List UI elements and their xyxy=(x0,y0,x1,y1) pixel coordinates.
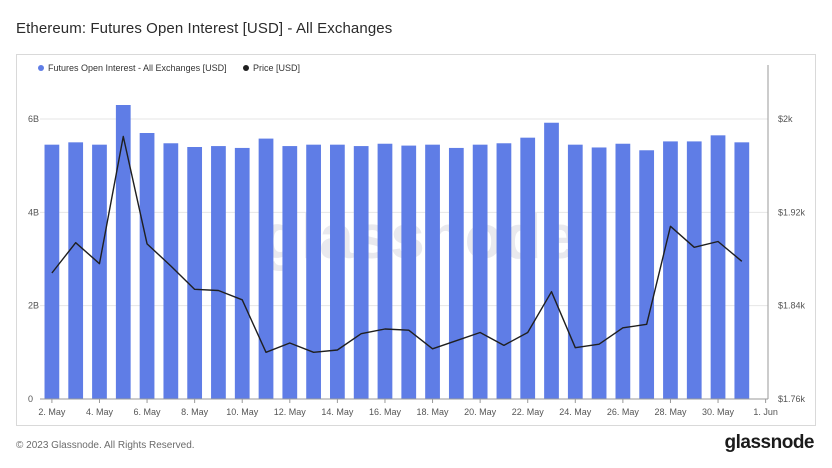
x-tick-label: 20. May xyxy=(464,407,497,417)
x-tick-label: 22. May xyxy=(512,407,545,417)
y-left-tick-label: 2B xyxy=(28,301,39,311)
y-left-tick-label: 6B xyxy=(28,114,39,124)
bar[interactable] xyxy=(330,144,345,399)
bar[interactable] xyxy=(520,137,536,400)
legend[interactable]: Futures Open Interest - All Exchanges [U… xyxy=(38,63,300,73)
x-tick-label: 16. May xyxy=(369,407,402,417)
y-right-tick-label: $1.92k xyxy=(778,207,806,217)
bar[interactable] xyxy=(472,144,488,399)
bar[interactable] xyxy=(115,105,131,399)
copyright-text: © 2023 Glassnode. All Rights Reserved. xyxy=(16,440,195,451)
price-line-series xyxy=(51,135,743,354)
bar[interactable] xyxy=(258,138,274,399)
x-tick-label: 10. May xyxy=(226,407,259,417)
y-left-tick-label: 0 xyxy=(28,394,33,404)
bar[interactable] xyxy=(686,141,702,399)
bar[interactable] xyxy=(353,146,369,399)
legend-marker xyxy=(243,65,249,71)
x-tick-label: 26. May xyxy=(607,407,640,417)
x-tick-label: 28. May xyxy=(654,407,687,417)
y-right-tick-label: $2k xyxy=(778,114,793,124)
bar[interactable] xyxy=(234,147,250,399)
y-left-tick-label: 4B xyxy=(28,207,39,217)
x-tick-label: 4. May xyxy=(86,407,114,417)
bar[interactable] xyxy=(544,122,559,399)
x-tick-label: 18. May xyxy=(417,407,450,417)
y-right-tick-label: $1.76k xyxy=(778,394,806,404)
bar[interactable] xyxy=(615,143,631,399)
legend-marker xyxy=(38,65,44,71)
chart-title: Ethereum: Futures Open Interest [USD] - … xyxy=(16,20,393,37)
bar[interactable] xyxy=(92,144,107,399)
bar[interactable] xyxy=(567,144,583,399)
bar[interactable] xyxy=(282,146,298,399)
bar[interactable] xyxy=(187,147,203,399)
x-tick-label: 8. May xyxy=(181,407,209,417)
bar[interactable] xyxy=(44,144,60,399)
bar[interactable] xyxy=(734,142,750,399)
x-tick-label: 14. May xyxy=(321,407,354,417)
bar-series xyxy=(44,105,750,400)
legend-item-label[interactable]: Futures Open Interest - All Exchanges [U… xyxy=(48,63,227,73)
bar[interactable] xyxy=(306,144,321,399)
x-tick-label: 30. May xyxy=(702,407,735,417)
bar[interactable] xyxy=(639,150,655,399)
bar[interactable] xyxy=(425,144,440,399)
chart-frame xyxy=(16,54,816,426)
legend-item-label[interactable]: Price [USD] xyxy=(253,63,300,73)
x-tick-label: 1. Jun xyxy=(753,407,778,417)
x-tick-label: 12. May xyxy=(274,407,307,417)
bar[interactable] xyxy=(401,145,417,399)
bar[interactable] xyxy=(163,143,179,399)
bar[interactable] xyxy=(377,143,393,399)
bar[interactable] xyxy=(663,141,678,399)
x-tick-label: 24. May xyxy=(559,407,592,417)
bar[interactable] xyxy=(211,146,226,399)
bar[interactable] xyxy=(139,133,155,399)
y-right-tick-label: $1.84k xyxy=(778,301,806,311)
bar[interactable] xyxy=(496,143,512,399)
x-tick-label: 2. May xyxy=(38,407,66,417)
x-tick-label: 6. May xyxy=(134,407,162,417)
bar[interactable] xyxy=(710,135,726,399)
bar[interactable] xyxy=(448,147,464,399)
axes: 0 2B 4B 6B $1.76k $1.84k $1.92k $2k 2. May 4. May… xyxy=(28,65,806,417)
bar[interactable] xyxy=(68,142,84,399)
bar[interactable] xyxy=(591,147,607,399)
glassnode-logo[interactable]: glassnode xyxy=(724,432,815,453)
price-line[interactable] xyxy=(51,135,743,354)
